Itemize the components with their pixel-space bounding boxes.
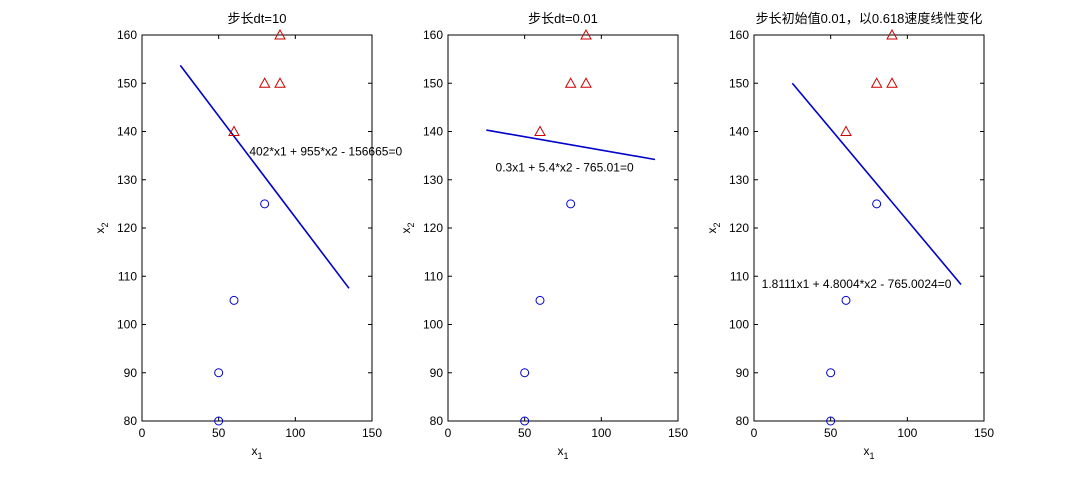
y-tick-label: 160 [729, 28, 749, 42]
triangle-point [870, 77, 883, 88]
y-tick-label: 90 [736, 366, 750, 380]
y-axis-label: x2 [705, 222, 722, 233]
x-tick-label: 50 [824, 426, 838, 440]
y-tick-label: 80 [124, 414, 138, 428]
y-tick-label: 100 [729, 318, 749, 332]
y-tick-label: 110 [730, 269, 749, 283]
y-tick-label: 120 [117, 221, 137, 235]
y-tick-label: 120 [729, 221, 749, 235]
x-tick-label: 50 [212, 426, 226, 440]
y-axis-label-main: x [399, 228, 413, 234]
circle-point [535, 295, 545, 305]
y-tick-label: 150 [423, 76, 443, 90]
x-axis-label-main: x [557, 444, 563, 458]
y-tick-label: 130 [729, 173, 749, 187]
equation-annotation: 1.8111x1 + 4.8004*x2 - 765.0024=0 [762, 277, 952, 291]
triangle-point [274, 28, 286, 40]
y-tick-label: 100 [423, 318, 443, 332]
x-axis-label-sub: 1 [257, 451, 262, 461]
x-tick-label: 100 [591, 426, 611, 440]
y-tick-label: 80 [736, 414, 750, 428]
decision-boundary-line [791, 82, 962, 285]
x-axis-label: x1 [863, 444, 874, 461]
y-axis-label-sub: 2 [406, 222, 416, 227]
x-axis-label-sub: 1 [563, 451, 568, 461]
equation-annotation: 0.3x1 + 5.4*x2 - 765.01=0 [496, 161, 634, 175]
plot-area [753, 34, 985, 422]
y-tick-label: 140 [729, 125, 749, 139]
circle-point [826, 368, 836, 378]
y-tick-label: 160 [117, 28, 137, 42]
x-axis-label: x1 [251, 444, 262, 461]
y-axis-label-main: x [93, 228, 107, 234]
triangle-point [580, 77, 592, 88]
y-axis-label-sub: 2 [100, 222, 110, 227]
x-tick-label: 50 [518, 426, 532, 440]
circle-point [214, 416, 224, 426]
triangle-point [886, 28, 898, 40]
chart-panel-1: 0 50 100 150 80 90 100 110 120 130 140 150 160 步长dt=1… [93, 11, 402, 461]
triangle-point [228, 125, 240, 136]
y-tick-label: 90 [430, 366, 444, 380]
triangle-point [580, 28, 592, 40]
x-tick-label: 0 [139, 426, 146, 440]
y-tick-label: 110 [118, 269, 137, 283]
y-tick-label: 120 [423, 221, 443, 235]
x-tick-label: 150 [362, 426, 382, 440]
y-tick-label: 100 [117, 318, 137, 332]
y-tick-label: 130 [117, 173, 137, 187]
circle-point [566, 199, 576, 209]
y-axis-label-main: x [705, 228, 719, 234]
y-tick-label: 160 [423, 28, 443, 42]
y-tick-label: 150 [117, 76, 137, 90]
y-axis-label: x2 [399, 222, 416, 233]
circle-point [260, 199, 270, 209]
x-tick-label: 150 [668, 426, 688, 440]
triangle-point [886, 77, 898, 88]
y-tick-label: 90 [124, 366, 138, 380]
x-tick-label: 150 [974, 426, 994, 440]
x-tick-label: 100 [285, 426, 305, 440]
triangle-point [274, 77, 286, 88]
chart-panel-2: 0 50 100 150 80 90 100 110 120 130 140 150 160 步长dt=0… [399, 11, 688, 461]
y-axis-label: x2 [93, 222, 110, 233]
circle-point [520, 416, 530, 426]
circle-point [872, 199, 882, 209]
y-tick-label: 140 [117, 125, 137, 139]
plot-area [141, 34, 373, 422]
chart-title: 步长dt=0.01 [528, 11, 598, 26]
x-axis-label-main: x [863, 444, 869, 458]
chart-title: 步长初始值0.01，以0.618速度线性变化 [756, 11, 983, 26]
triangle-point [258, 77, 271, 88]
x-tick-label: 0 [445, 426, 452, 440]
y-tick-label: 150 [729, 76, 749, 90]
circle-point [841, 295, 851, 305]
y-tick-label: 110 [424, 269, 443, 283]
x-tick-label: 100 [897, 426, 917, 440]
y-tick-label: 80 [430, 414, 444, 428]
x-axis-label-main: x [251, 444, 257, 458]
triangle-point [840, 125, 852, 136]
decision-boundary-line [179, 64, 350, 289]
decision-boundary-line [486, 129, 656, 161]
circle-point [229, 295, 239, 305]
x-axis-label: x1 [557, 444, 568, 461]
circle-point [214, 368, 224, 378]
y-tick-label: 130 [423, 173, 443, 187]
plot-area [447, 34, 679, 422]
triangle-point [564, 77, 577, 88]
circle-point [826, 416, 836, 426]
chart-title: 步长dt=10 [228, 11, 287, 26]
x-tick-label: 0 [751, 426, 758, 440]
y-tick-label: 140 [423, 125, 443, 139]
y-axis-label-sub: 2 [712, 222, 722, 227]
chart-panel-3: 0 50 100 150 80 90 100 110 120 130 140 150 160 步长初始值0… [705, 11, 994, 461]
equation-annotation: 402*x1 + 955*x2 - 156665=0 [249, 145, 402, 159]
triangle-point [534, 125, 546, 136]
x-axis-label-sub: 1 [869, 451, 874, 461]
circle-point [520, 368, 530, 378]
